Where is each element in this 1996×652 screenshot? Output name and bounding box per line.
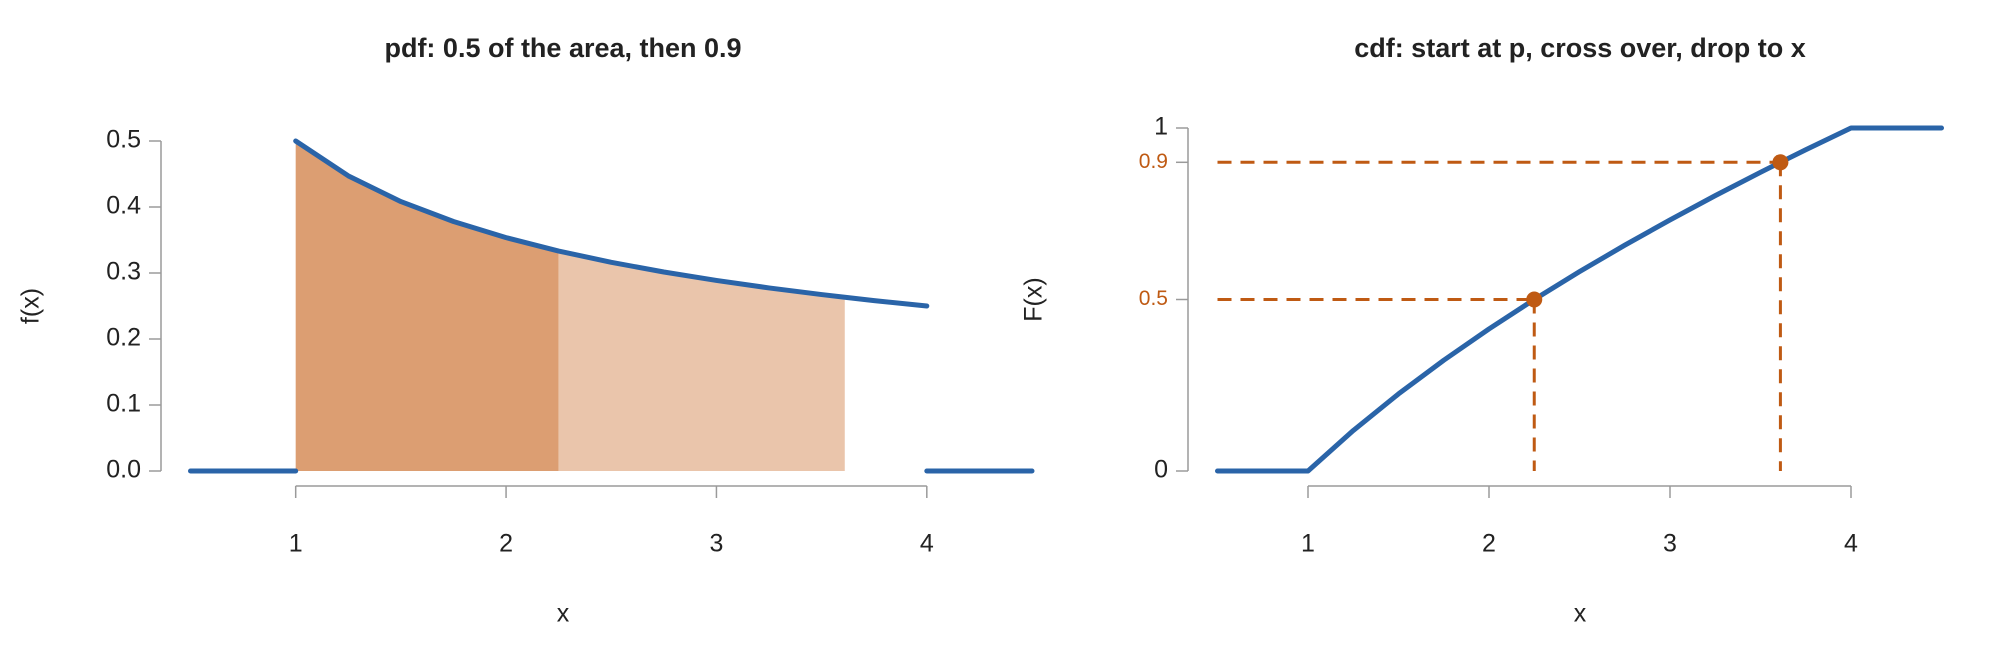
point — [1526, 291, 1543, 308]
x-tick-label: 2 — [499, 530, 513, 558]
y-tick-label: 0.2 — [106, 324, 141, 352]
x-tick-label: 4 — [1844, 530, 1858, 558]
y-tick-label: 0.4 — [106, 192, 141, 220]
y-tick-label: 0.1 — [106, 390, 141, 418]
x-tick-label: 1 — [289, 530, 303, 558]
y-axis-label: F(x) — [1020, 277, 1048, 321]
y-tick-label: 0.5 — [106, 126, 141, 154]
chart-title: pdf: 0.5 of the area, then 0.9 — [384, 33, 741, 63]
y-tick-label: 0.3 — [106, 258, 141, 286]
x-tick-label: 3 — [709, 530, 723, 558]
y-tick-label: 0.9 — [1139, 150, 1168, 173]
x-tick-label: 3 — [1663, 530, 1677, 558]
curve — [293, 138, 930, 309]
curve — [1215, 125, 1944, 474]
shaded-area — [295, 141, 559, 471]
x-tick-label: 1 — [1301, 530, 1315, 558]
x-axis-label: x — [557, 600, 570, 628]
x-axis-label: x — [1574, 600, 1587, 628]
y-tick-label: 0.5 — [1139, 287, 1168, 310]
point — [1772, 154, 1789, 171]
x-tick-label: 2 — [1482, 530, 1496, 558]
y-tick-label: 0.0 — [106, 456, 141, 484]
y-tick-label: 1 — [1154, 113, 1168, 141]
y-axis-label: f(x) — [17, 288, 45, 324]
x-tick-label: 4 — [920, 530, 934, 558]
shaded-area — [558, 251, 845, 471]
chart-title: cdf: start at p, cross over, drop to x — [1354, 33, 1806, 63]
y-tick-label: 0 — [1154, 456, 1168, 484]
